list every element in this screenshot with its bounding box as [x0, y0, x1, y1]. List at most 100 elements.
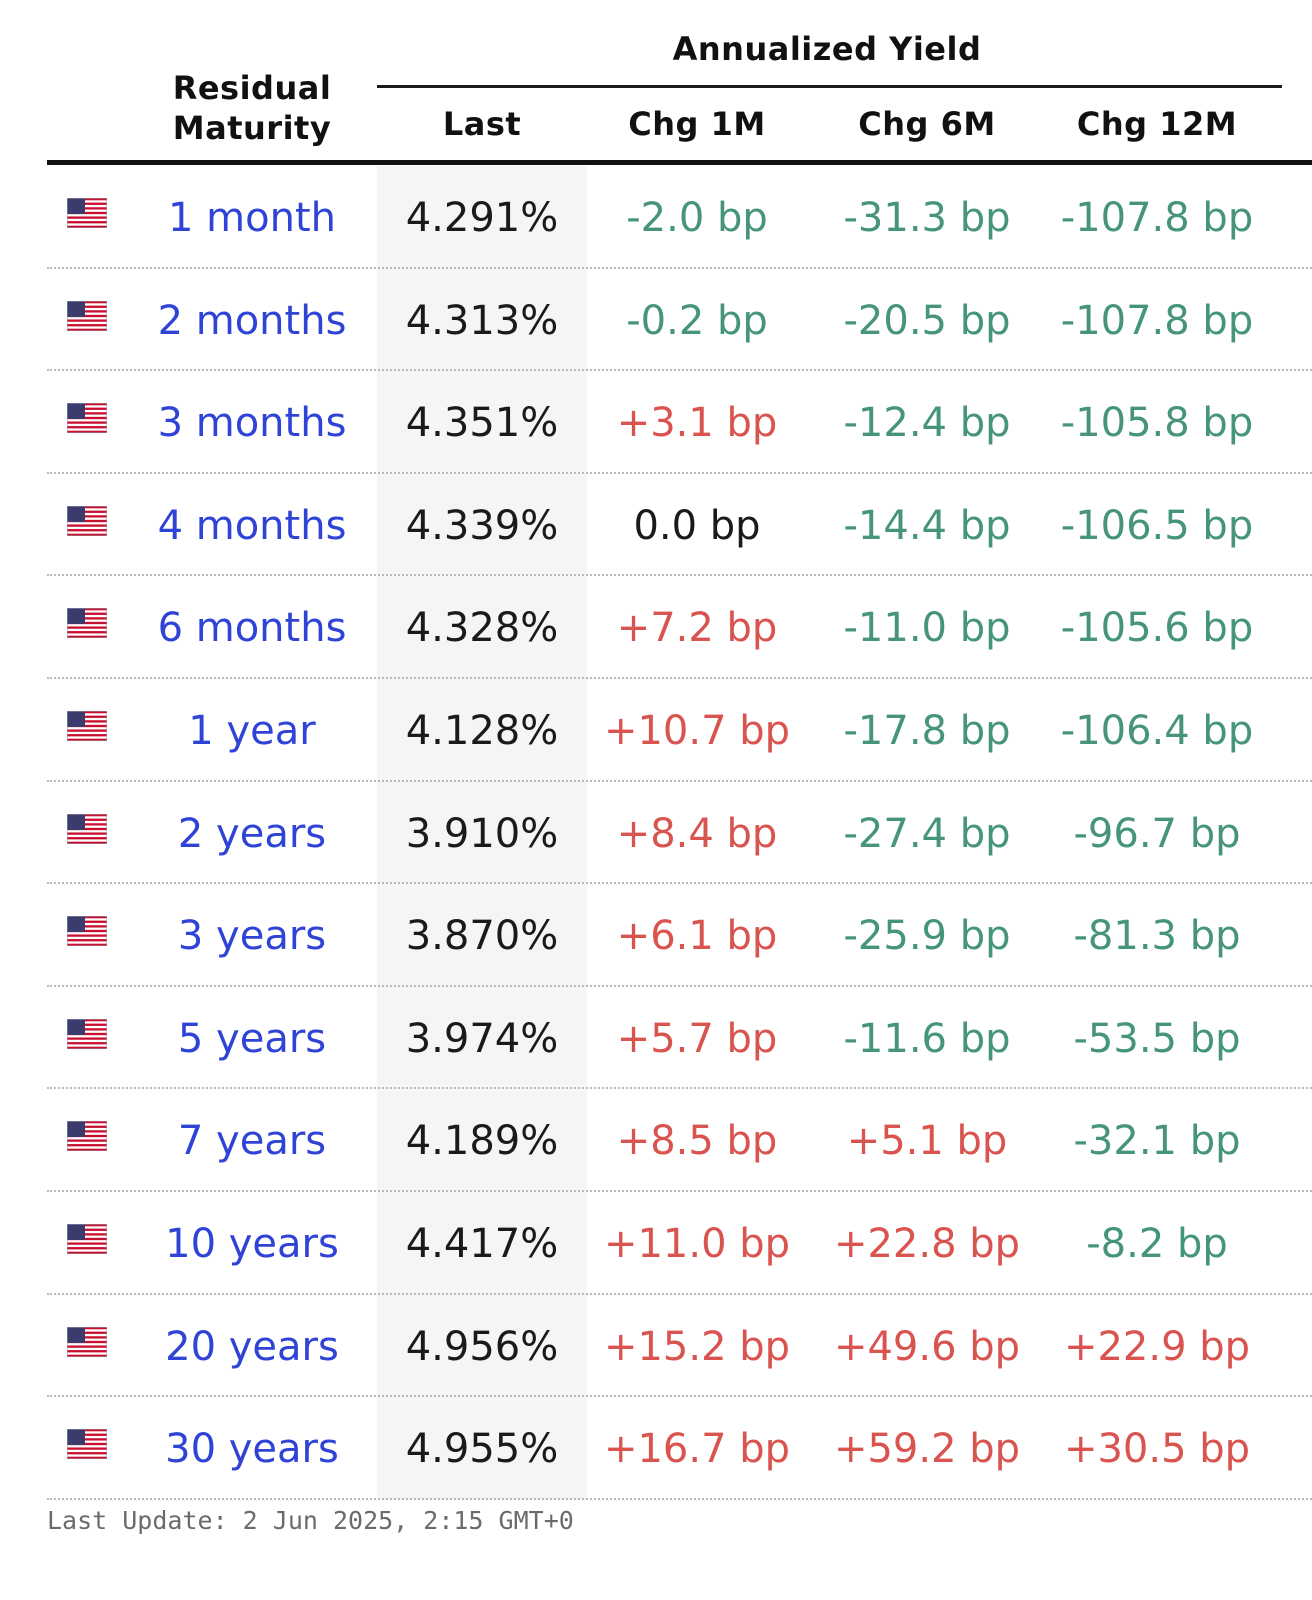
chg-1m-value: +8.4 bp — [616, 810, 778, 857]
table-row: 30 years 4.955% +16.7 bp +59.2 bp +30.5 bp — [47, 1397, 1312, 1500]
chg-12m-value: +30.5 bp — [1063, 1426, 1251, 1473]
table-row: 3 years 3.870% +6.1 bp -25.9 bp -81.3 bp — [47, 884, 1312, 987]
yield-table: Annualized Yield Residual Maturity Last … — [47, 0, 1312, 1500]
last-yield: 3.910% — [405, 810, 559, 857]
maturity-link[interactable]: 3 years — [177, 913, 327, 960]
chg-12m-value: +22.9 bp — [1063, 1323, 1251, 1370]
maturity-link[interactable]: 5 years — [177, 1015, 327, 1062]
table-row: 20 years 4.956% +15.2 bp +49.6 bp +22.9 bp — [47, 1295, 1312, 1398]
chg-12m-value: -107.8 bp — [1060, 195, 1254, 241]
chg-6m-value: +59.2 bp — [833, 1426, 1021, 1473]
last-yield: 4.417% — [405, 1220, 559, 1267]
chg-6m-value: -27.4 bp — [843, 810, 1011, 857]
chg-6m-value: -25.9 bp — [843, 913, 1011, 960]
chg-6m-value: -31.3 bp — [843, 195, 1011, 241]
chg-12m-value: -107.8 bp — [1060, 297, 1254, 344]
us-flag-icon — [66, 402, 108, 434]
chg-6m-value: -11.0 bp — [843, 605, 1011, 652]
maturity-link[interactable]: 10 years — [165, 1220, 339, 1267]
last-yield: 4.955% — [405, 1426, 559, 1473]
chg-12m-value: -96.7 bp — [1073, 810, 1241, 857]
us-flag-icon — [66, 1326, 108, 1358]
chg-1m-value: +11.0 bp — [603, 1220, 791, 1267]
chg-1m-value: -0.2 bp — [626, 297, 768, 344]
chg-12m-value: -105.6 bp — [1060, 605, 1254, 652]
chg-12m-value: -53.5 bp — [1073, 1015, 1241, 1062]
us-flag-icon — [66, 197, 108, 229]
maturity-link[interactable]: 6 months — [157, 605, 347, 652]
last-column-header: Last — [442, 105, 522, 143]
chg-12m-value: -106.4 bp — [1060, 707, 1254, 754]
maturity-link[interactable]: 2 months — [157, 297, 347, 344]
chg-12m-value: -32.1 bp — [1073, 1118, 1241, 1165]
us-flag-icon — [66, 710, 108, 742]
chg-6m-value: -12.4 bp — [843, 400, 1011, 447]
chg-1m-value: +7.2 bp — [616, 605, 778, 652]
chg-1m-value: -2.0 bp — [626, 195, 768, 241]
chg-1m-value: +5.7 bp — [616, 1015, 778, 1062]
table-row: 1 month 4.291% -2.0 bp -31.3 bp -107.8 bp — [47, 166, 1312, 269]
us-flag-icon — [66, 1120, 108, 1152]
maturity-link[interactable]: 30 years — [165, 1426, 339, 1473]
chg-12m-value: -106.5 bp — [1060, 502, 1254, 549]
table-row: 10 years 4.417% +11.0 bp +22.8 bp -8.2 bp — [47, 1192, 1312, 1295]
chg-6m-value: -14.4 bp — [843, 502, 1011, 549]
last-update-text: Last Update: 2 Jun 2025, 2:15 GMT+0 — [47, 1506, 574, 1535]
table-row: 6 months 4.328% +7.2 bp -11.0 bp -105.6 bp — [47, 576, 1312, 679]
chg-6m-value: -11.6 bp — [843, 1015, 1011, 1062]
table-row: 2 months 4.313% -0.2 bp -20.5 bp -107.8 bp — [47, 269, 1312, 372]
us-flag-icon — [66, 1223, 108, 1255]
maturity-link[interactable]: 1 month — [168, 195, 336, 241]
residual-maturity-header-line2: Maturity — [172, 109, 332, 147]
table-row: 4 months 4.339% 0.0 bp -14.4 bp -106.5 bp — [47, 474, 1312, 577]
table-body: 1 month 4.291% -2.0 bp -31.3 bp -107.8 bp 2 m… — [47, 166, 1312, 1500]
chg-1m-value: +16.7 bp — [603, 1426, 791, 1473]
chg-1m-value: +10.7 bp — [603, 707, 791, 754]
group-header-rule — [377, 85, 1282, 88]
chg-12m-value: -81.3 bp — [1073, 913, 1241, 960]
chg-12m-value: -8.2 bp — [1086, 1220, 1228, 1267]
residual-maturity-header: Residual Maturity — [142, 68, 362, 148]
residual-maturity-header-line1: Residual — [172, 69, 332, 107]
last-yield: 4.313% — [405, 297, 559, 344]
maturity-link[interactable]: 2 years — [177, 810, 327, 857]
table-row: 5 years 3.974% +5.7 bp -11.6 bp -53.5 bp — [47, 987, 1312, 1090]
table-row: 1 year 4.128% +10.7 bp -17.8 bp -106.4 bp — [47, 679, 1312, 782]
chg-12m-column-header: Chg 12M — [1076, 105, 1238, 143]
maturity-link[interactable]: 1 year — [188, 707, 316, 754]
chg-1m-value: 0.0 bp — [633, 502, 761, 549]
us-flag-icon — [66, 1018, 108, 1050]
last-yield: 4.189% — [405, 1118, 559, 1165]
chg-1m-value: +8.5 bp — [616, 1118, 778, 1165]
table-row: 3 months 4.351% +3.1 bp -12.4 bp -105.8 bp — [47, 371, 1312, 474]
us-flag-icon — [66, 607, 108, 639]
last-yield: 4.291% — [405, 195, 559, 241]
header-divider — [47, 160, 1312, 165]
last-yield: 3.974% — [405, 1015, 559, 1062]
table-header: Annualized Yield Residual Maturity Last … — [47, 0, 1312, 166]
chg-12m-value: -105.8 bp — [1060, 400, 1254, 447]
maturity-link[interactable]: 3 months — [157, 400, 347, 447]
chg-6m-column-header: Chg 6M — [858, 105, 996, 143]
table-row: 7 years 4.189% +8.5 bp +5.1 bp -32.1 bp — [47, 1089, 1312, 1192]
last-yield: 4.328% — [405, 605, 559, 652]
last-column-shading — [377, 166, 587, 1500]
chg-6m-value: +5.1 bp — [846, 1118, 1008, 1165]
table-row: 2 years 3.910% +8.4 bp -27.4 bp -96.7 bp — [47, 782, 1312, 885]
chg-6m-value: -20.5 bp — [843, 297, 1011, 344]
us-flag-icon — [66, 300, 108, 332]
chg-1m-value: +6.1 bp — [616, 913, 778, 960]
maturity-link[interactable]: 4 months — [157, 502, 347, 549]
last-yield: 4.128% — [405, 707, 559, 754]
last-yield: 4.339% — [405, 502, 559, 549]
chg-6m-value: -17.8 bp — [843, 707, 1011, 754]
maturity-link[interactable]: 7 years — [177, 1118, 327, 1165]
annualized-yield-heading: Annualized Yield — [672, 30, 982, 68]
last-yield: 4.956% — [405, 1323, 559, 1370]
us-flag-icon — [66, 915, 108, 947]
maturity-link[interactable]: 20 years — [165, 1323, 339, 1370]
chg-1m-value: +15.2 bp — [603, 1323, 791, 1370]
us-flag-icon — [66, 505, 108, 537]
chg-1m-value: +3.1 bp — [616, 400, 778, 447]
chg-1m-column-header: Chg 1M — [628, 105, 766, 143]
